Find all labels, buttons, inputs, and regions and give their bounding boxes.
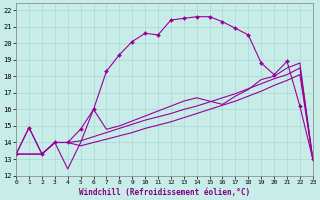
X-axis label: Windchill (Refroidissement éolien,°C): Windchill (Refroidissement éolien,°C)	[79, 188, 250, 197]
